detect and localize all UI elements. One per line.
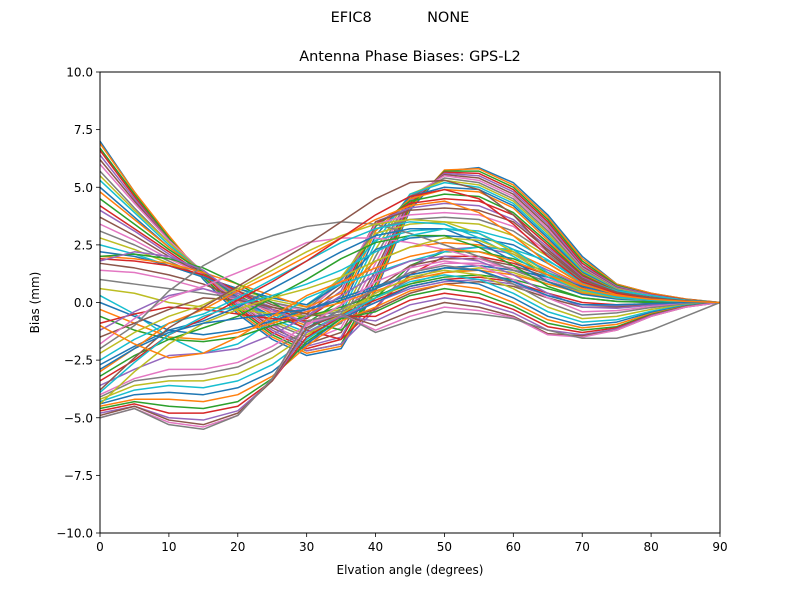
series-line [99,200,721,373]
series-line [99,301,721,428]
series-lines [99,140,721,431]
series-line [99,281,721,338]
x-tick-label: 80 [643,540,658,554]
x-axis-label: Elvation angle (degrees) [337,563,484,577]
x-tick-label: 0 [96,540,104,554]
series-line [99,248,721,359]
x-tick-label: 30 [299,540,314,554]
x-tick-label: 60 [506,540,521,554]
y-tick-label: −7.5 [64,469,93,483]
y-tick-label: 10.0 [66,66,93,80]
series-line [99,267,720,370]
series-line [99,301,721,431]
series-line [99,260,721,396]
x-axis: 0 10 20 30 40 50 60 70 80 90 [96,533,728,554]
series-line [99,278,721,405]
axes-frame [99,71,721,534]
series-line [99,297,721,421]
x-tick-label: 20 [230,540,245,554]
y-axis: 10.0 7.5 5.0 2.5 0.0 −2.5 −5.0 −7.5 −10.0 [56,66,100,541]
suptitle-radome: NONE [427,10,470,26]
x-tick-label: 40 [368,540,383,554]
suptitle-station: EFIC8 [330,10,372,26]
series-line [99,283,721,407]
figure-suptitle: EFIC8 NONE [0,10,800,26]
y-axis-label: Bias (mm) [28,272,42,334]
y-tick-label: −10.0 [56,527,93,541]
y-tick-label: −5.0 [64,411,93,425]
series-line [99,179,721,391]
series-line [99,269,721,401]
series-line [99,274,721,403]
series-line [99,188,721,382]
y-tick-label: −2.5 [64,354,93,368]
series-line [99,264,721,398]
x-tick-label: 50 [437,540,452,554]
x-tick-label: 90 [712,540,727,554]
y-tick-label: 0.0 [74,296,93,310]
series-line [99,227,721,366]
chart-title: Antenna Phase Biases: GPS-L2 [299,49,521,65]
series-line [99,163,721,343]
y-tick-label: 7.5 [74,123,93,137]
series-line [99,292,721,414]
y-tick-label: 5.0 [74,181,93,195]
series-line [99,227,721,393]
series-line [99,287,721,410]
y-tick-label: 2.5 [74,238,93,252]
x-tick-label: 10 [161,540,176,554]
series-line [99,278,721,331]
x-tick-label: 70 [575,540,590,554]
